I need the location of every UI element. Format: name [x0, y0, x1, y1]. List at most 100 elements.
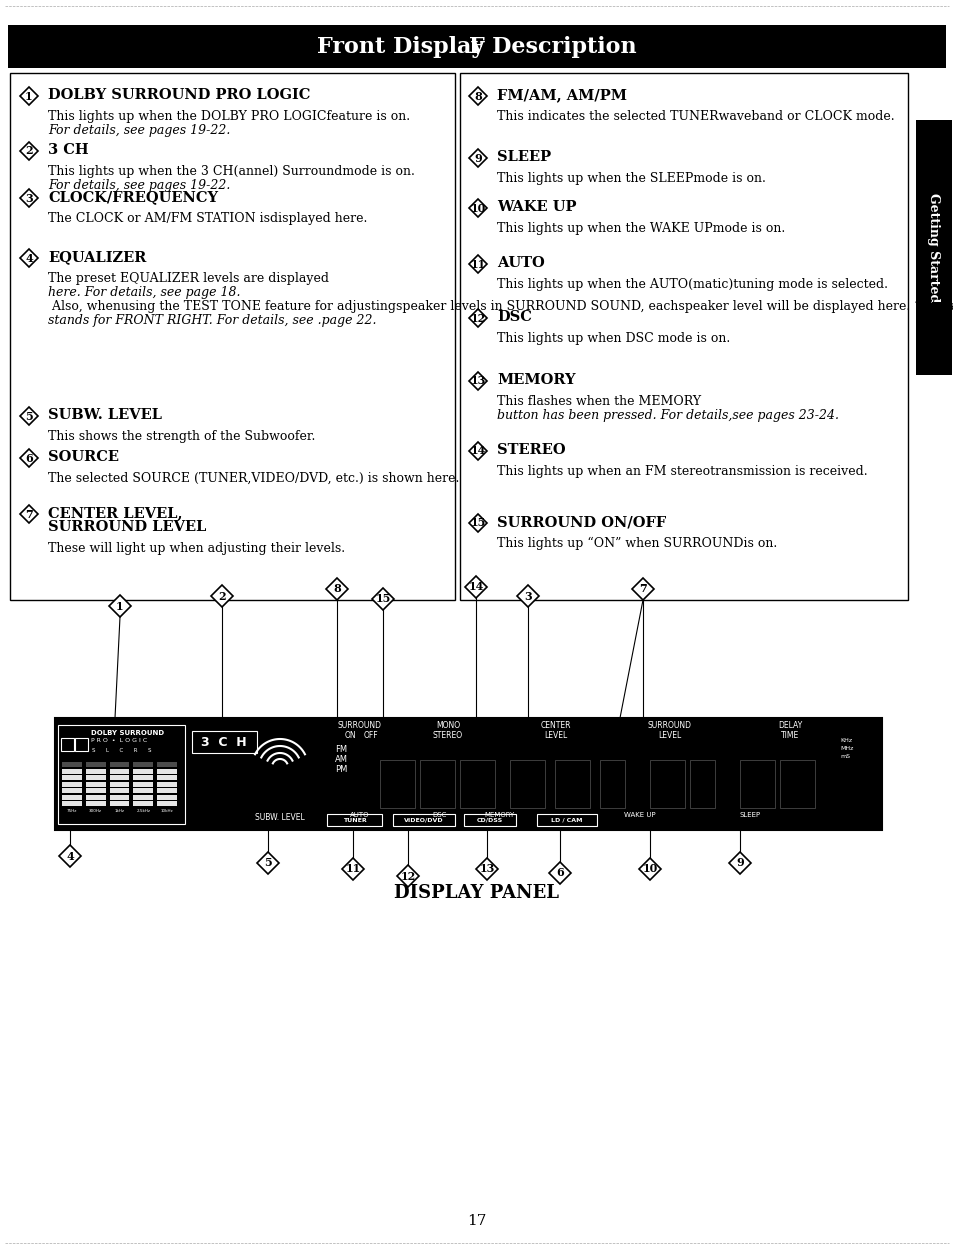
Text: AUTO: AUTO [350, 812, 370, 818]
FancyBboxPatch shape [110, 794, 130, 799]
Text: MEMORY: MEMORY [484, 812, 515, 818]
Text: 13: 13 [470, 375, 485, 387]
Text: 10: 10 [470, 203, 485, 214]
Text: FM: FM [335, 744, 347, 753]
Text: 5: 5 [264, 857, 272, 868]
FancyBboxPatch shape [86, 801, 106, 806]
FancyBboxPatch shape [915, 120, 951, 375]
Text: MONO: MONO [436, 721, 459, 729]
Text: mS: mS [840, 754, 849, 759]
Text: For details, see pages 19-22.: For details, see pages 19-22. [48, 124, 230, 138]
Polygon shape [109, 595, 131, 617]
FancyBboxPatch shape [86, 776, 106, 781]
Polygon shape [639, 858, 660, 879]
Text: EQUALIZER: EQUALIZER [48, 250, 146, 264]
Text: 5: 5 [25, 410, 32, 422]
FancyBboxPatch shape [133, 788, 153, 793]
Text: SLEEP: SLEEP [739, 812, 760, 818]
FancyBboxPatch shape [62, 768, 82, 773]
Polygon shape [476, 858, 497, 879]
Text: here. For details, see page 18.: here. For details, see page 18. [48, 286, 240, 299]
Text: WAKE UP: WAKE UP [623, 812, 655, 818]
Text: DELAY: DELAY [777, 721, 801, 729]
Text: 4: 4 [66, 851, 73, 862]
Text: 3: 3 [523, 590, 532, 602]
Text: WAKE UP: WAKE UP [497, 200, 576, 214]
Text: 15: 15 [470, 518, 485, 528]
Text: TUNER: TUNER [342, 817, 366, 822]
Text: This lights up “ON” when SURROUNDis on.: This lights up “ON” when SURROUNDis on. [497, 537, 777, 550]
Text: The CLOCK or AM/FM STATION isdisplayed here.: The CLOCK or AM/FM STATION isdisplayed h… [48, 211, 367, 225]
FancyBboxPatch shape [133, 801, 153, 806]
Text: 8: 8 [333, 583, 340, 594]
Text: OFF: OFF [363, 731, 378, 739]
Text: This lights up when the SLEEPmode is on.: This lights up when the SLEEPmode is on. [497, 171, 765, 185]
Text: MEMORY: MEMORY [497, 373, 575, 387]
Polygon shape [20, 88, 38, 105]
Text: STEREO: STEREO [433, 731, 462, 739]
Polygon shape [20, 189, 38, 206]
Text: 3 CH: 3 CH [48, 143, 89, 156]
Text: F: F [469, 36, 484, 58]
Polygon shape [469, 149, 486, 166]
Polygon shape [396, 864, 418, 887]
Text: KHz: KHz [840, 738, 851, 743]
FancyBboxPatch shape [86, 788, 106, 793]
Text: This lights up when the AUTO(matic)tuning mode is selected.: This lights up when the AUTO(matic)tunin… [497, 278, 887, 291]
Text: 17: 17 [467, 1213, 486, 1228]
Text: STEREO: STEREO [497, 443, 565, 457]
FancyBboxPatch shape [133, 782, 153, 787]
Text: 7: 7 [25, 508, 32, 519]
Polygon shape [211, 585, 233, 607]
Text: TIME: TIME [781, 731, 799, 739]
FancyBboxPatch shape [62, 788, 82, 793]
FancyBboxPatch shape [133, 794, 153, 799]
Text: This lights up when the 3 CH(annel) Surroundmode is on.: This lights up when the 3 CH(annel) Surr… [48, 165, 418, 178]
Text: LEVEL: LEVEL [658, 731, 680, 739]
Text: Also, whenusing the TEST TONE feature for adjustingspeaker levels in SURROUND SO: Also, whenusing the TEST TONE feature fo… [48, 300, 953, 313]
Text: AUTO: AUTO [497, 256, 544, 270]
FancyBboxPatch shape [157, 782, 177, 787]
FancyBboxPatch shape [86, 782, 106, 787]
Polygon shape [469, 372, 486, 390]
Polygon shape [469, 514, 486, 532]
Text: 8: 8 [474, 90, 481, 101]
Text: 1kHz: 1kHz [114, 809, 125, 813]
FancyBboxPatch shape [157, 794, 177, 799]
Text: 15: 15 [375, 593, 391, 604]
Polygon shape [548, 862, 571, 884]
Text: button has been pressed. For details,see pages 23-24.: button has been pressed. For details,see… [497, 409, 838, 422]
Polygon shape [469, 88, 486, 105]
Text: SURROUND LEVEL: SURROUND LEVEL [48, 520, 206, 534]
Text: 14: 14 [468, 582, 483, 593]
Text: FM/AM, AM/PM: FM/AM, AM/PM [497, 88, 626, 103]
FancyBboxPatch shape [133, 776, 153, 781]
Text: DOLBY SURROUND: DOLBY SURROUND [91, 731, 164, 736]
FancyBboxPatch shape [62, 782, 82, 787]
Text: 3: 3 [25, 193, 32, 204]
Text: 1: 1 [25, 90, 32, 101]
Polygon shape [469, 309, 486, 327]
Polygon shape [256, 852, 278, 874]
Text: CENTER: CENTER [540, 721, 571, 729]
Text: CENTER LEVEL,: CENTER LEVEL, [48, 505, 182, 520]
Text: MHz: MHz [840, 747, 853, 752]
Text: stands for FRONT RIGHT. For details, see .page 22.: stands for FRONT RIGHT. For details, see… [48, 314, 376, 327]
FancyBboxPatch shape [86, 762, 106, 767]
Text: SLEEP: SLEEP [497, 150, 551, 164]
Text: DOLBY SURROUND PRO LOGIC: DOLBY SURROUND PRO LOGIC [48, 88, 310, 103]
Text: 7: 7 [639, 583, 646, 594]
Polygon shape [59, 844, 81, 867]
FancyBboxPatch shape [10, 73, 455, 600]
Text: This lights up when the WAKE UPmode is on.: This lights up when the WAKE UPmode is o… [497, 221, 784, 235]
Text: 12: 12 [400, 871, 416, 882]
Text: SURROUND: SURROUND [647, 721, 691, 729]
Text: SURROUND ON/OFF: SURROUND ON/OFF [497, 515, 665, 529]
FancyBboxPatch shape [62, 776, 82, 781]
Polygon shape [517, 585, 538, 607]
FancyBboxPatch shape [110, 788, 130, 793]
FancyBboxPatch shape [157, 788, 177, 793]
Text: The selected SOURCE (TUNER,VIDEO/DVD, etc.) is shown here.: The selected SOURCE (TUNER,VIDEO/DVD, et… [48, 472, 459, 485]
Text: 75Hz: 75Hz [67, 809, 77, 813]
FancyBboxPatch shape [110, 762, 130, 767]
